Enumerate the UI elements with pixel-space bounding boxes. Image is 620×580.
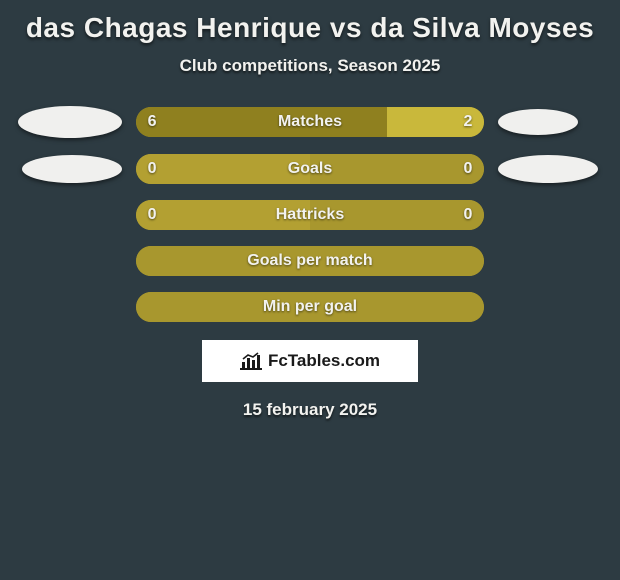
value-left: 0 [148,206,157,224]
bar-right-fill [310,292,484,322]
page-title: das Chagas Henrique vs da Silva Moyses [12,12,608,44]
stat-row: Matches62 [12,106,608,138]
stat-bar: Hattricks00 [136,200,485,230]
stat-row: Goals00 [12,154,608,184]
right-flag-slot [498,109,608,135]
value-right: 2 [463,113,472,131]
bar-left-fill [136,292,310,322]
bar-right-fill [310,154,484,184]
stat-row: Hattricks00 [12,200,608,230]
flag-left-icon [22,155,122,183]
brand-badge[interactable]: FcTables.com [202,340,418,382]
stat-bar: Matches62 [136,107,485,137]
bar-left-fill [136,246,310,276]
comparison-card: das Chagas Henrique vs da Silva Moyses C… [0,0,620,580]
stat-bar: Goals00 [136,154,485,184]
stat-row: Goals per match [12,246,608,276]
flag-right-icon [498,155,598,183]
stat-row: Min per goal [12,292,608,322]
date-text: 15 february 2025 [12,400,608,420]
brand-text: FcTables.com [268,351,380,371]
stat-rows: Matches62Goals00Hattricks00Goals per mat… [12,106,608,322]
flag-right-icon [498,109,578,135]
flag-left-icon [18,106,122,138]
left-flag-slot [12,155,122,183]
brand-chart-icon [240,352,262,370]
bar-left-fill [136,154,310,184]
bar-left-fill [136,200,310,230]
bar-right-fill [310,246,484,276]
value-left: 0 [148,160,157,178]
value-left: 6 [148,113,157,131]
left-flag-slot [12,106,122,138]
value-right: 0 [463,206,472,224]
bar-right-fill [310,200,484,230]
value-right: 0 [463,160,472,178]
stat-bar: Min per goal [136,292,485,322]
right-flag-slot [498,155,608,183]
bar-left-fill [136,107,387,137]
stat-bar: Goals per match [136,246,485,276]
subtitle: Club competitions, Season 2025 [12,56,608,76]
